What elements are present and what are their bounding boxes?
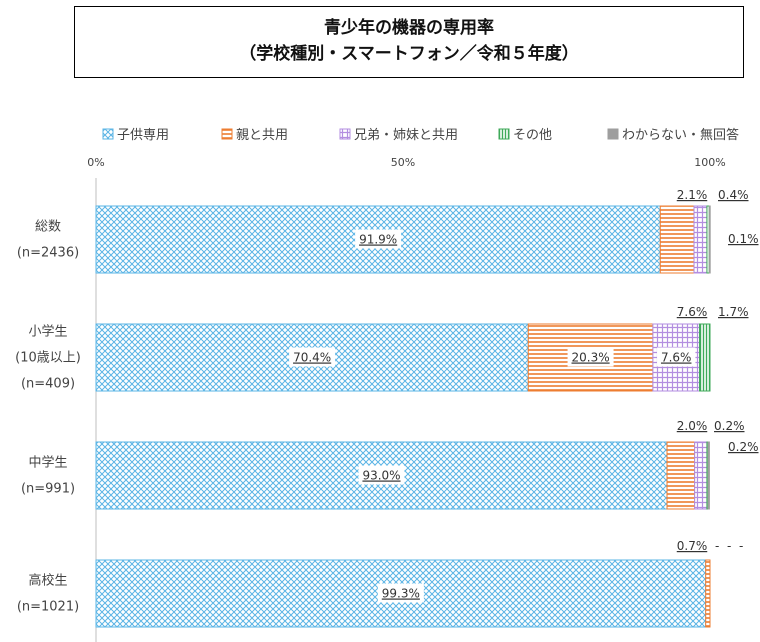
data-label: 20.3% — [572, 351, 610, 365]
data-label-outside: 0.7% — [677, 539, 708, 553]
x-tick-label-3: 100% — [694, 156, 725, 169]
data-label-bg — [289, 347, 336, 367]
bar-segment — [707, 441, 710, 510]
category-label: (n=1021) — [17, 600, 79, 615]
data-label-bg — [657, 347, 696, 367]
legend-label-3: 兄弟・姉妹と共用 — [354, 128, 458, 143]
legend-swatch-3 — [339, 128, 351, 140]
legend-label-5: わからない・無回答 — [622, 127, 739, 143]
data-label: 7.6% — [661, 351, 692, 365]
data-label-outside: 0.2% — [728, 440, 759, 454]
data-label: 91.9% — [359, 233, 397, 247]
data-label-outside: 1.7% — [718, 305, 749, 319]
data-label: 93.0% — [362, 469, 400, 483]
data-label: 99.3% — [382, 587, 420, 601]
category-label: (n=409) — [21, 377, 75, 392]
data-label-outside: 7.6% — [677, 305, 708, 319]
category-label: 中学生 — [28, 455, 67, 471]
data-label-outside: 0.2% — [714, 419, 745, 433]
category-label: (n=2436) — [17, 246, 79, 261]
legend-label-4: その他 — [513, 128, 552, 143]
data-label-bg — [567, 347, 614, 367]
legend-swatch-5 — [607, 128, 619, 140]
data-label-bg — [358, 465, 405, 485]
data-label-outside: - — [727, 539, 731, 553]
legend-swatch-4 — [498, 128, 510, 140]
x-tick-label-2: 50% — [391, 156, 415, 169]
chart-title-line2: （学校種別・スマートフォン／令和５年度） — [239, 44, 579, 64]
legend: 子供専用 親と共用 兄弟・姉妹と共用 その他 わからない・無回答 — [102, 127, 739, 143]
legend-swatch-1 — [102, 128, 114, 140]
data-label-bg — [377, 583, 424, 603]
data-label: 70.4% — [293, 351, 331, 365]
data-label-bg — [355, 229, 402, 249]
chart-title-box: 青少年の機器の専用率 （学校種別・スマートフォン／令和５年度） — [74, 6, 744, 78]
data-label-outside: 0.4% — [718, 188, 749, 202]
x-tick-label-1: 0% — [87, 156, 104, 169]
data-label-outside: - — [715, 539, 719, 553]
bar-segment — [694, 441, 708, 510]
legend-swatch-2 — [221, 128, 233, 140]
bars: 総数 (n=2436) 91.9% 2.1% 0.4% 0.1% 小学生 (10歳以上) (n=… — [15, 188, 759, 628]
bar-segment — [699, 323, 711, 392]
legend-label-2: 親と共用 — [236, 128, 288, 143]
bar-segment — [666, 441, 696, 510]
data-label-outside: 2.0% — [677, 419, 708, 433]
category-label: 小学生 — [28, 324, 67, 340]
category-label: 総数 — [35, 220, 61, 235]
category-label: 高校生 — [28, 573, 67, 589]
bar-segment — [659, 205, 695, 274]
data-label-outside: - — [739, 539, 743, 553]
category-label: (n=991) — [21, 482, 75, 497]
category-label: (10歳以上) — [15, 351, 81, 366]
bar-segment — [705, 559, 711, 628]
data-label-outside: 0.1% — [728, 232, 759, 246]
bar-segment — [693, 205, 708, 274]
chart-title-line1: 青少年の機器の専用率 — [324, 18, 494, 38]
legend-label-1: 子供専用 — [117, 128, 169, 143]
bar-segment — [708, 205, 711, 274]
data-label-outside: 2.1% — [677, 188, 708, 202]
